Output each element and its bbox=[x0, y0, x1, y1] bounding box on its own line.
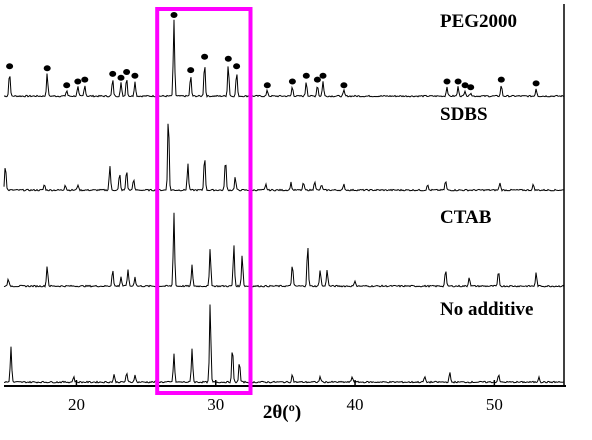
peak-marker bbox=[313, 76, 321, 83]
peak-marker bbox=[302, 72, 310, 79]
series-no-additive bbox=[4, 304, 565, 384]
peak-marker bbox=[109, 70, 117, 77]
series-line-no-additive bbox=[4, 304, 565, 384]
series-label-sdbs: SDBS bbox=[440, 104, 488, 125]
x-tick-label: 30 bbox=[207, 395, 224, 414]
series-sdbs bbox=[3, 123, 564, 192]
series-line-peg2000 bbox=[3, 19, 565, 98]
peak-marker bbox=[454, 78, 462, 85]
peak-marker bbox=[467, 84, 475, 91]
series-label-peg2000: PEG2000 bbox=[440, 11, 517, 32]
highlight-box bbox=[155, 7, 253, 395]
peak-marker bbox=[288, 78, 296, 85]
plot-frame bbox=[4, 4, 566, 387]
peak-marker bbox=[63, 82, 71, 89]
peak-marker bbox=[201, 53, 209, 60]
peak-marker bbox=[43, 65, 51, 72]
peak-marker bbox=[131, 72, 139, 79]
peak-marker bbox=[187, 67, 195, 74]
series-label-ctab: CTAB bbox=[440, 207, 492, 228]
peak-marker bbox=[233, 63, 241, 70]
series-label-layer: PEG2000 SDBS CTAB No additive bbox=[440, 11, 533, 320]
series-line-ctab bbox=[3, 212, 565, 288]
peak-marker-layer bbox=[6, 12, 540, 91]
peak-marker bbox=[117, 74, 125, 81]
series-peg2000 bbox=[3, 19, 565, 98]
series-ctab bbox=[3, 212, 565, 288]
peak-marker bbox=[532, 80, 540, 87]
x-tick-label: 40 bbox=[347, 395, 364, 414]
peak-marker bbox=[319, 72, 327, 79]
series-label-no-additive: No additive bbox=[440, 299, 533, 320]
peak-marker bbox=[74, 78, 82, 85]
series-line-sdbs bbox=[3, 123, 564, 192]
x-tick-label: 50 bbox=[486, 395, 503, 414]
x-tick-label: 20 bbox=[68, 395, 85, 414]
peak-marker bbox=[81, 76, 89, 83]
peak-marker bbox=[6, 63, 14, 70]
peak-marker bbox=[443, 78, 451, 85]
x-tick-layer: 20 30 40 50 bbox=[68, 380, 503, 414]
x-axis-title: 2θ(º) bbox=[263, 402, 301, 423]
series-layer bbox=[3, 19, 565, 384]
peak-marker bbox=[461, 82, 469, 89]
peak-marker bbox=[123, 69, 131, 75]
peak-marker bbox=[224, 55, 232, 62]
peak-marker bbox=[497, 76, 505, 83]
peak-marker bbox=[340, 82, 348, 89]
peak-marker bbox=[170, 12, 178, 18]
peak-marker bbox=[263, 82, 271, 89]
